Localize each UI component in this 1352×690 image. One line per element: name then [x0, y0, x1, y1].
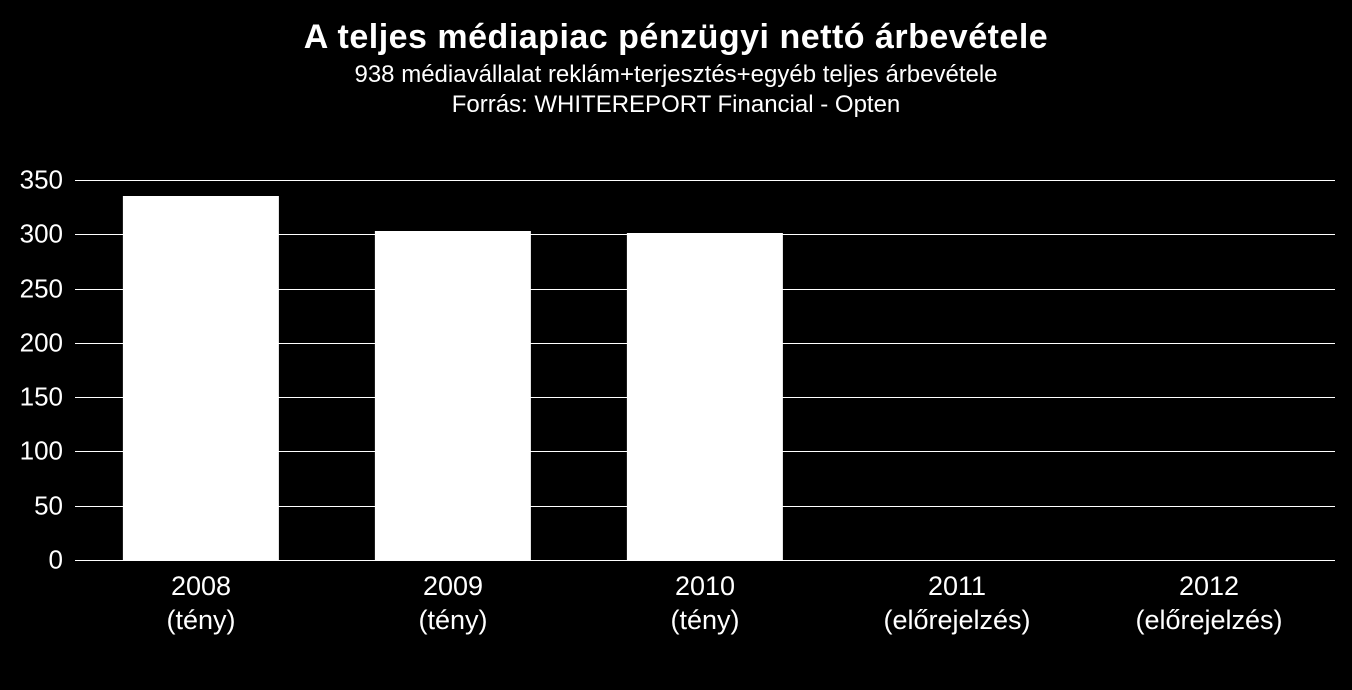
y-tick-label: 0 — [0, 545, 63, 576]
y-tick-label: 350 — [0, 165, 63, 196]
chart-title: A teljes médiapiac pénzügyi nettó árbevé… — [0, 18, 1352, 57]
y-tick-label: 200 — [0, 327, 63, 358]
x-tick-label: 2011(előrejelzés) — [831, 570, 1083, 638]
y-tick-label: 100 — [0, 436, 63, 467]
x-tick-label: 2010(tény) — [579, 570, 831, 638]
bar-slot — [579, 180, 831, 560]
bar — [627, 233, 783, 560]
bar-slot — [327, 180, 579, 560]
chart-bars-container — [75, 180, 1335, 560]
chart-source: Forrás: WHITEREPORT Financial - Opten — [0, 91, 1352, 119]
y-tick-label: 50 — [0, 490, 63, 521]
y-tick-label: 150 — [0, 382, 63, 413]
bar — [123, 196, 279, 560]
y-tick-label: 250 — [0, 273, 63, 304]
chart-title-block: A teljes médiapiac pénzügyi nettó árbevé… — [0, 0, 1352, 119]
gridline — [75, 560, 1335, 561]
x-tick-label: 2012(előrejelzés) — [1083, 570, 1335, 638]
y-tick-label: 300 — [0, 219, 63, 250]
x-tick-label: 2008(tény) — [75, 570, 327, 638]
bar — [375, 231, 531, 560]
chart-subtitle: 938 médiavállalat reklám+terjesztés+egyé… — [0, 61, 1352, 89]
bar-slot — [831, 180, 1083, 560]
bar-slot — [1083, 180, 1335, 560]
x-tick-label: 2009(tény) — [327, 570, 579, 638]
bar-slot — [75, 180, 327, 560]
chart-plot-area: 050100150200250300350 — [75, 180, 1335, 560]
chart-x-labels: 2008(tény)2009(tény)2010(tény)2011(előre… — [75, 570, 1335, 638]
